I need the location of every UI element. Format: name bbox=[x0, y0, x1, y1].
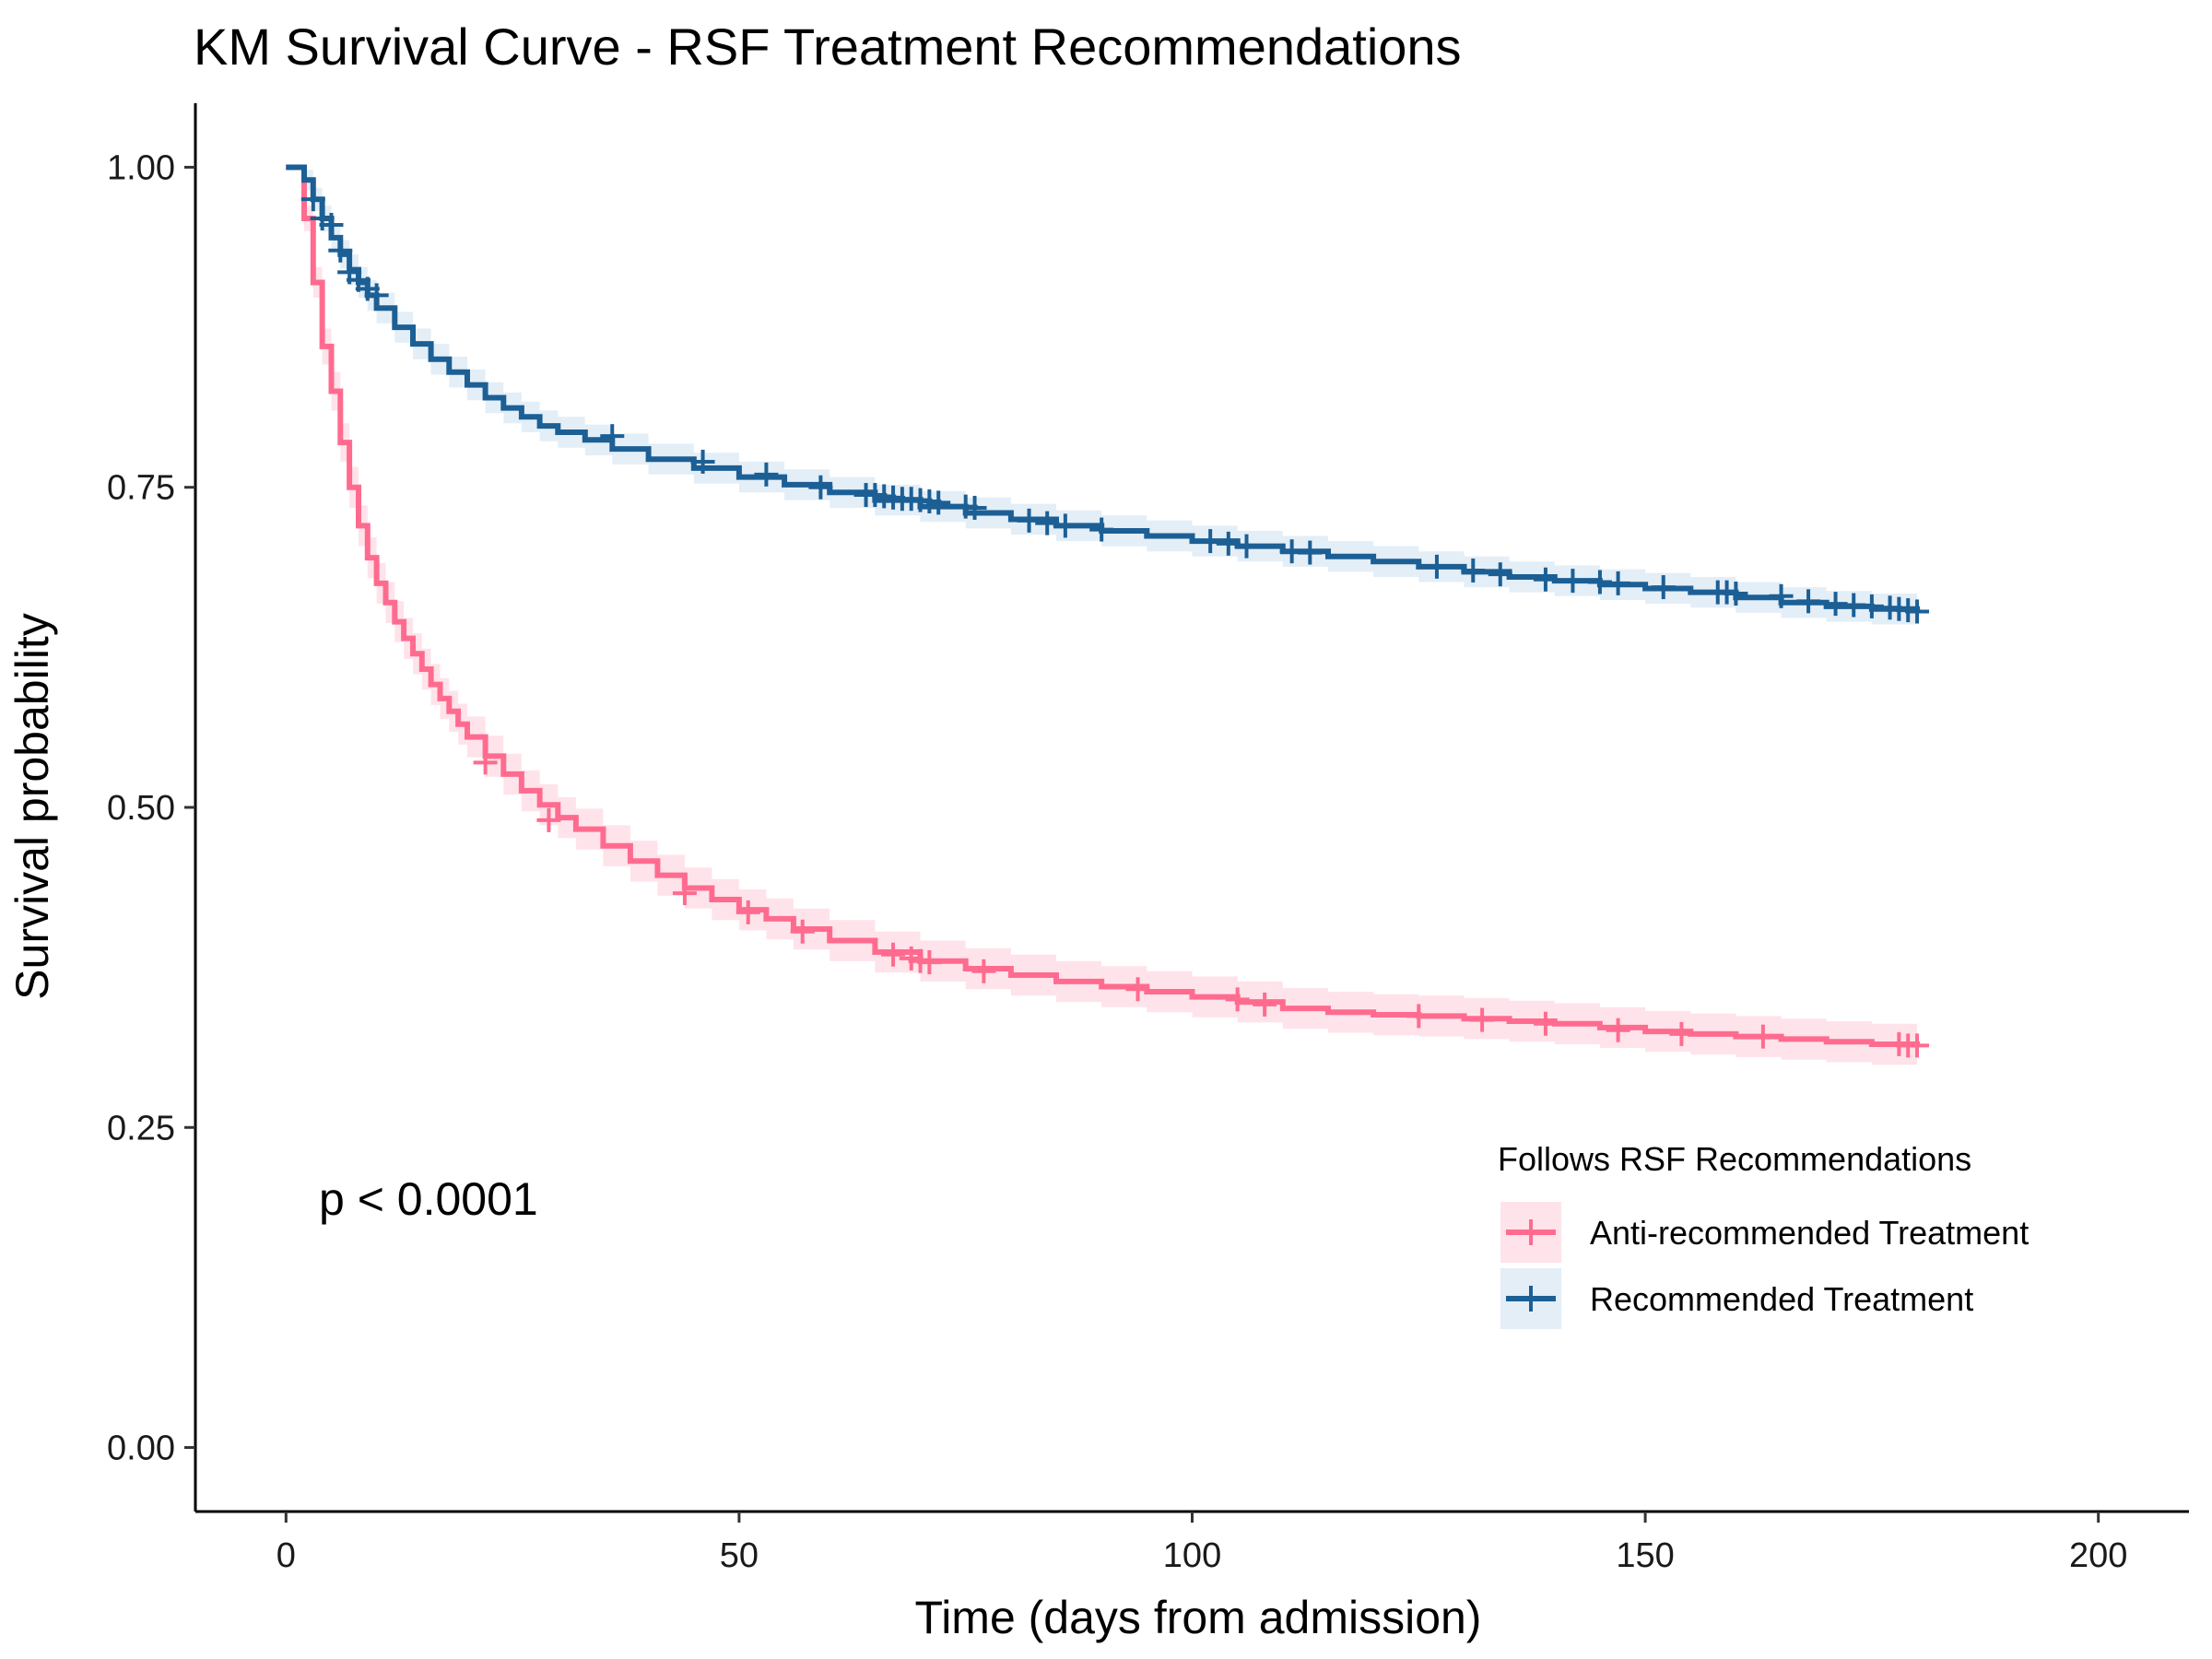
censor-mark bbox=[1424, 554, 1449, 579]
censor-mark bbox=[1750, 1024, 1775, 1049]
censor-mark bbox=[754, 462, 779, 487]
y-tick-label: 0.25 bbox=[107, 1109, 175, 1147]
censor-mark bbox=[1488, 562, 1512, 587]
censor-mark bbox=[672, 881, 697, 906]
censor-mark bbox=[917, 950, 942, 975]
censor-mark bbox=[1560, 569, 1585, 594]
censor-mark bbox=[1606, 571, 1630, 595]
censor-mark bbox=[1125, 977, 1150, 1002]
censor-mark bbox=[790, 919, 815, 944]
x-tick-label: 200 bbox=[2069, 1536, 2127, 1575]
legend-items: Anti-recommended Treatment Recommended Tr… bbox=[1500, 1202, 2029, 1329]
censor-mark bbox=[1234, 534, 1259, 559]
censor-mark bbox=[1406, 1004, 1431, 1029]
censor-mark bbox=[1225, 987, 1250, 1012]
censor-mark bbox=[735, 900, 760, 924]
censor-mark bbox=[1053, 513, 1077, 538]
censor-mark bbox=[364, 283, 389, 308]
censor-mark bbox=[1470, 1007, 1495, 1032]
censor-mark bbox=[1669, 1021, 1694, 1046]
censor-mark bbox=[971, 959, 996, 983]
legend-label: Anti-recommended Treatment bbox=[1590, 1214, 2029, 1252]
censor-mark-layer bbox=[300, 187, 1930, 1058]
censor-mark bbox=[1298, 540, 1323, 565]
censor-mark bbox=[1606, 1018, 1630, 1042]
censor-mark bbox=[1198, 529, 1223, 554]
legend-item-recommended: Recommended Treatment bbox=[1500, 1268, 1973, 1329]
censor-mark bbox=[536, 807, 561, 832]
censor-mark bbox=[1533, 567, 1558, 592]
censor-mark bbox=[1253, 992, 1277, 1017]
censor-mark bbox=[300, 187, 325, 212]
y-tick-label: 0.75 bbox=[107, 469, 175, 508]
legend-label: Recommended Treatment bbox=[1590, 1280, 1973, 1318]
y-axis-title: Survival probability bbox=[6, 613, 58, 1000]
x-tick-label: 0 bbox=[276, 1536, 296, 1575]
censor-mark bbox=[962, 495, 987, 520]
censor-mark bbox=[328, 238, 353, 263]
legend-title: Follows RSF Recommendations bbox=[1498, 1140, 1971, 1178]
x-tick-label: 100 bbox=[1163, 1536, 1221, 1575]
x-axis-ticks: 0 50 100 150 200 bbox=[276, 1512, 2127, 1575]
y-tick-label: 0.00 bbox=[107, 1430, 175, 1468]
censor-mark bbox=[926, 490, 951, 515]
censor-mark bbox=[1216, 531, 1241, 556]
y-axis-ticks: 0.00 0.25 0.50 0.75 1.00 bbox=[107, 148, 195, 1468]
censor-mark bbox=[808, 475, 833, 500]
censor-mark bbox=[1796, 589, 1821, 614]
p-value-annotation: p < 0.0001 bbox=[319, 1173, 538, 1225]
censor-mark bbox=[1017, 508, 1041, 533]
x-tick-label: 50 bbox=[720, 1536, 759, 1575]
censor-mark bbox=[1035, 511, 1060, 535]
y-tick-label: 1.00 bbox=[107, 148, 175, 187]
chart-title: KM Survival Curve - RSF Treatment Recomm… bbox=[194, 18, 1462, 76]
censor-mark bbox=[690, 449, 715, 474]
censor-mark bbox=[1533, 1011, 1558, 1036]
censor-mark bbox=[473, 750, 498, 775]
censor-mark bbox=[319, 212, 344, 237]
x-axis-title: Time (days from admission) bbox=[915, 1592, 1482, 1643]
censor-mark bbox=[1905, 599, 1930, 624]
y-tick-label: 0.50 bbox=[107, 789, 175, 828]
x-tick-label: 150 bbox=[1616, 1536, 1674, 1575]
censor-mark bbox=[1461, 559, 1486, 583]
plot-area bbox=[286, 164, 1930, 1066]
censor-mark bbox=[1905, 1033, 1930, 1058]
censor-mark bbox=[1089, 517, 1114, 542]
censor-mark bbox=[1769, 583, 1794, 608]
legend-item-anti-recommended: Anti-recommended Treatment bbox=[1500, 1202, 2029, 1263]
censor-mark bbox=[1724, 582, 1748, 606]
censor-mark bbox=[881, 942, 906, 967]
legend: Follows RSF Recommendations Anti-recomme… bbox=[1498, 1140, 2029, 1329]
censor-mark bbox=[600, 424, 625, 449]
censor-mark bbox=[1651, 575, 1676, 600]
